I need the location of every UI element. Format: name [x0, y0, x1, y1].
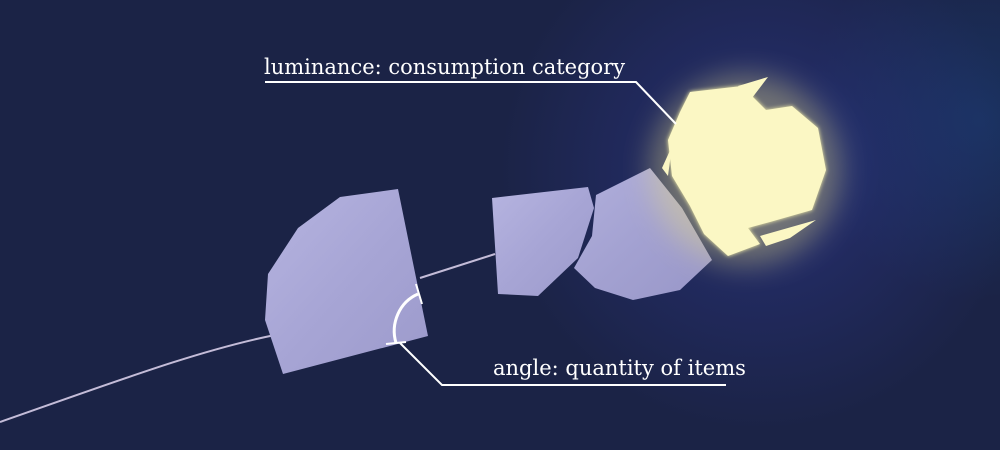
- shard-right: [574, 168, 712, 300]
- thread-line: [0, 334, 276, 423]
- angle-annotation-label: angle: quantity of items: [493, 356, 746, 380]
- luminance-annotation-label: luminance: consumption category: [264, 55, 626, 79]
- angle-indicator: [385, 283, 423, 345]
- thread-line-segment: [419, 253, 496, 279]
- luminance-leader-line: [265, 81, 677, 125]
- shard-large: [265, 189, 428, 374]
- shard-middle: [492, 187, 594, 296]
- glow-bloom: [650, 75, 840, 265]
- angle-leader-line: [399, 342, 726, 386]
